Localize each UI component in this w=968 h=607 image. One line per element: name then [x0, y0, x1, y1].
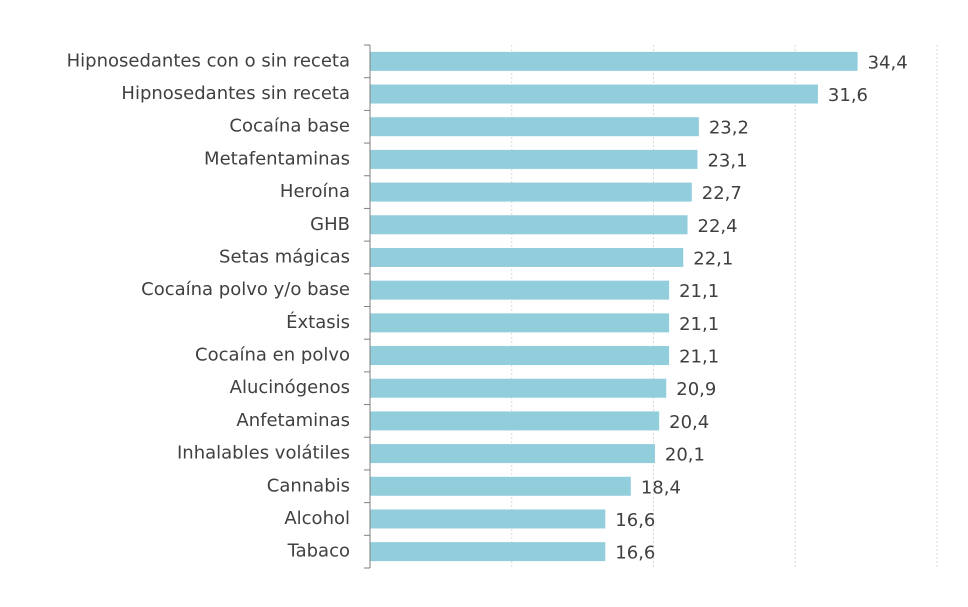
bar [370, 411, 660, 431]
category-label: Tabaco [287, 541, 350, 562]
category-label: Cannabis [267, 475, 350, 496]
category-label: Éxtasis [286, 311, 350, 333]
value-label: 21,1 [679, 281, 719, 302]
bar [370, 378, 667, 398]
value-label: 20,9 [676, 379, 716, 400]
value-label: 20,1 [665, 445, 705, 466]
value-label: 34,4 [868, 52, 908, 73]
value-label: 20,4 [669, 412, 709, 433]
bar [370, 346, 670, 366]
bar [370, 182, 692, 202]
value-label: 23,2 [709, 118, 749, 139]
bar [370, 215, 688, 235]
bar [370, 247, 684, 267]
value-label: 22,4 [698, 216, 738, 237]
bar [370, 51, 858, 71]
value-label: 16,6 [615, 510, 655, 531]
bar [370, 542, 606, 562]
category-label: Cocaína en polvo [195, 345, 350, 366]
value-label: 16,6 [615, 543, 655, 564]
category-label: GHB [310, 214, 350, 235]
bar [370, 84, 818, 104]
category-label: Cocaína polvo y/o base [141, 279, 350, 300]
category-label: Inhalables volátiles [177, 443, 350, 464]
bar [370, 476, 631, 496]
value-label: 31,6 [828, 85, 868, 106]
category-label: Anfetaminas [236, 410, 350, 431]
value-label: 22,7 [702, 183, 742, 204]
bar [370, 444, 655, 464]
bar [370, 117, 699, 137]
bar [370, 313, 670, 333]
value-label: 21,1 [679, 347, 719, 368]
category-label: Metafentaminas [204, 148, 350, 169]
bar [370, 280, 670, 300]
value-label: 22,1 [693, 248, 733, 269]
category-label: Alcohol [284, 508, 350, 529]
category-label: Hipnosedantes sin receta [121, 83, 350, 104]
value-label: 21,1 [679, 314, 719, 335]
value-label: 23,1 [707, 150, 747, 171]
category-label: Heroína [280, 181, 350, 202]
bar [370, 509, 606, 529]
category-label: Alucinógenos [230, 377, 350, 398]
value-label: 18,4 [641, 477, 681, 498]
category-label: Hipnosedantes con o sin receta [67, 50, 350, 71]
category-label: Setas mágicas [219, 246, 350, 267]
category-label: Cocaína base [229, 116, 350, 137]
bar [370, 149, 698, 169]
